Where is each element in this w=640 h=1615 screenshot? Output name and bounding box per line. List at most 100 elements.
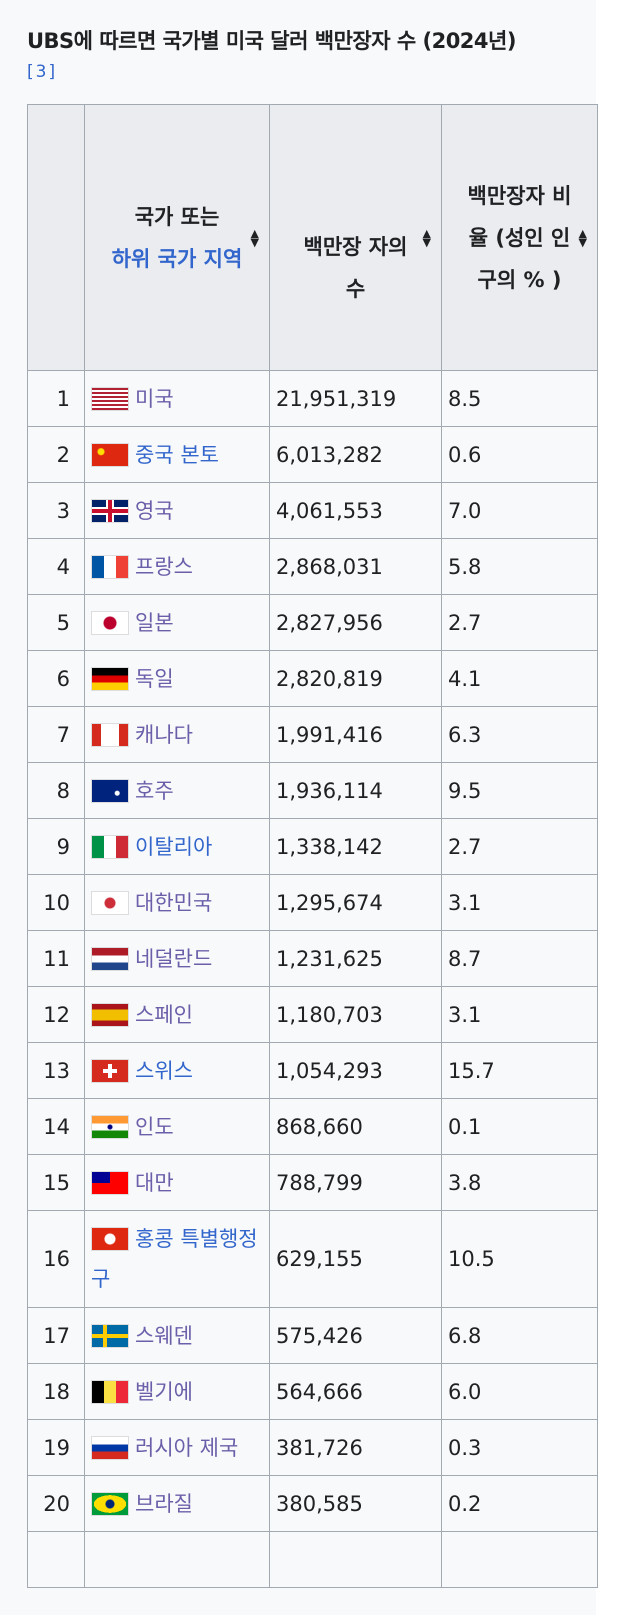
country-link[interactable]: 프랑스 [135, 554, 193, 579]
table-row: 14 인도 868,660 0.1 [27, 1098, 598, 1155]
flag-tw-icon [91, 1170, 129, 1195]
rank-cell: 20 [27, 1475, 85, 1532]
country-link[interactable]: 미국 [135, 386, 174, 411]
flag-se-icon [91, 1323, 129, 1348]
rank-cell: 14 [27, 1098, 85, 1155]
rank-cell: 3 [27, 482, 85, 539]
table-row: 19 러시아 제국 381,726 0.3 [27, 1419, 598, 1476]
country-link[interactable]: 스위스 [135, 1058, 193, 1083]
sort-icon[interactable]: ▲ ▼ [422, 226, 431, 249]
count-cell: 575,426 [269, 1307, 442, 1364]
header-count[interactable]: 백만장 자의 수 ▲ ▼ [269, 104, 442, 371]
table-row: 7 캐나다 1,991,416 6.3 [27, 706, 598, 763]
table-row: 20 브라질 380,585 0.2 [27, 1475, 598, 1532]
ratio-cell: 8.7 [441, 930, 598, 987]
flag-it-icon [91, 834, 129, 859]
table-row: 10 대한민국 1,295,674 3.1 [27, 874, 598, 931]
country-cell: 홍콩 특별행정구 [84, 1210, 270, 1308]
country-cell: 스페인 [84, 986, 270, 1043]
ratio-cell: 0.2 [441, 1475, 598, 1532]
table-row: 3 영국 4,061,553 7.0 [27, 482, 598, 539]
reference-link[interactable]: [3] [27, 62, 58, 82]
country-cell: 네덜란드 [84, 930, 270, 987]
ratio-cell: 6.8 [441, 1307, 598, 1364]
subnational-link[interactable]: 하위 국가 지역 [111, 246, 243, 271]
table-row: 5 일본 2,827,956 2.7 [27, 594, 598, 651]
ratio-cell: 5.8 [441, 538, 598, 595]
country-link[interactable]: 스페인 [135, 1002, 193, 1027]
count-cell: 380,585 [269, 1475, 442, 1532]
country-link[interactable]: 네덜란드 [135, 946, 213, 971]
table-row: 17 스웨덴 575,426 6.8 [27, 1307, 598, 1364]
country-link[interactable]: 이탈리아 [135, 834, 213, 859]
flag-ch-icon [91, 1058, 129, 1083]
ratio-cell: 3.1 [441, 986, 598, 1043]
flag-br-icon [91, 1491, 129, 1516]
rank-cell: 8 [27, 762, 85, 819]
rank-cell: 5 [27, 594, 85, 651]
count-cell: 6,013,282 [269, 426, 442, 483]
country-link[interactable]: 브라질 [135, 1491, 193, 1516]
country-cell: 미국 [84, 370, 270, 427]
country-link[interactable]: 중국 본토 [135, 442, 219, 467]
table-row [27, 1531, 598, 1588]
country-cell: 스웨덴 [84, 1307, 270, 1364]
country-cell: 호주 [84, 762, 270, 819]
country-link[interactable]: 캐나다 [135, 722, 193, 747]
country-link[interactable]: 독일 [135, 666, 174, 691]
count-cell: 1,180,703 [269, 986, 442, 1043]
flag-es-icon [91, 1002, 129, 1027]
header-count-text: 백만장 자의 수 [303, 234, 408, 301]
table-row: 11 네덜란드 1,231,625 8.7 [27, 930, 598, 987]
country-link[interactable]: 대만 [135, 1170, 174, 1195]
country-link[interactable]: 벨기에 [135, 1379, 193, 1404]
country-link[interactable]: 호주 [135, 778, 174, 803]
header-rank [27, 104, 85, 371]
rank-cell: 19 [27, 1419, 85, 1476]
rank-cell: 9 [27, 818, 85, 875]
rank-cell: 15 [27, 1154, 85, 1211]
country-link[interactable]: 대한민국 [135, 890, 213, 915]
country-cell: 일본 [84, 594, 270, 651]
flag-be-icon [91, 1379, 129, 1404]
country-link[interactable]: 일본 [135, 610, 174, 635]
country-link[interactable]: 홍콩 특별행정구 [91, 1227, 258, 1291]
ratio-cell: 7.0 [441, 482, 598, 539]
ratio-cell: 3.1 [441, 874, 598, 931]
header-country-text: 국가 또는 [134, 204, 220, 229]
count-cell: 564,666 [269, 1363, 442, 1420]
flag-fr-icon [91, 554, 129, 579]
count-cell: 1,991,416 [269, 706, 442, 763]
flag-au-icon [91, 778, 129, 803]
country-link[interactable]: 영국 [135, 498, 174, 523]
count-cell: 2,868,031 [269, 538, 442, 595]
flag-in-icon [91, 1114, 129, 1139]
table-caption: UBS에 따르면 국가별 미국 달러 백만장자 수 (2024년) [27, 29, 516, 53]
table-row: 15 대만 788,799 3.8 [27, 1154, 598, 1211]
count-cell: 2,827,956 [269, 594, 442, 651]
table-row: 13 스위스 1,054,293 15.7 [27, 1042, 598, 1099]
flag-cn-icon [91, 442, 129, 467]
country-link[interactable]: 인도 [135, 1114, 174, 1139]
country-cell: 중국 본토 [84, 426, 270, 483]
table-row: 12 스페인 1,180,703 3.1 [27, 986, 598, 1043]
ratio-cell: 8.5 [441, 370, 598, 427]
table-row: 16 홍콩 특별행정구 629,155 10.5 [27, 1210, 598, 1308]
flag-kr-icon [91, 890, 129, 915]
rank-cell: 18 [27, 1363, 85, 1420]
sort-icon[interactable]: ▲ ▼ [250, 226, 259, 249]
country-cell: 독일 [84, 650, 270, 707]
count-cell: 1,295,674 [269, 874, 442, 931]
sort-icon[interactable]: ▲ ▼ [578, 226, 587, 249]
country-link[interactable]: 러시아 제국 [135, 1435, 239, 1460]
rank-cell: 17 [27, 1307, 85, 1364]
rank-cell: 6 [27, 650, 85, 707]
flag-gb-icon [91, 498, 129, 523]
header-ratio[interactable]: 백만장자 비율 (성인 인구의 % ) ▲ ▼ [441, 104, 598, 371]
ratio-cell: 2.7 [441, 594, 598, 651]
table-row: 4 프랑스 2,868,031 5.8 [27, 538, 598, 595]
country-link[interactable]: 스웨덴 [135, 1323, 193, 1348]
flag-ca-icon [91, 722, 129, 747]
rank-cell: 2 [27, 426, 85, 483]
